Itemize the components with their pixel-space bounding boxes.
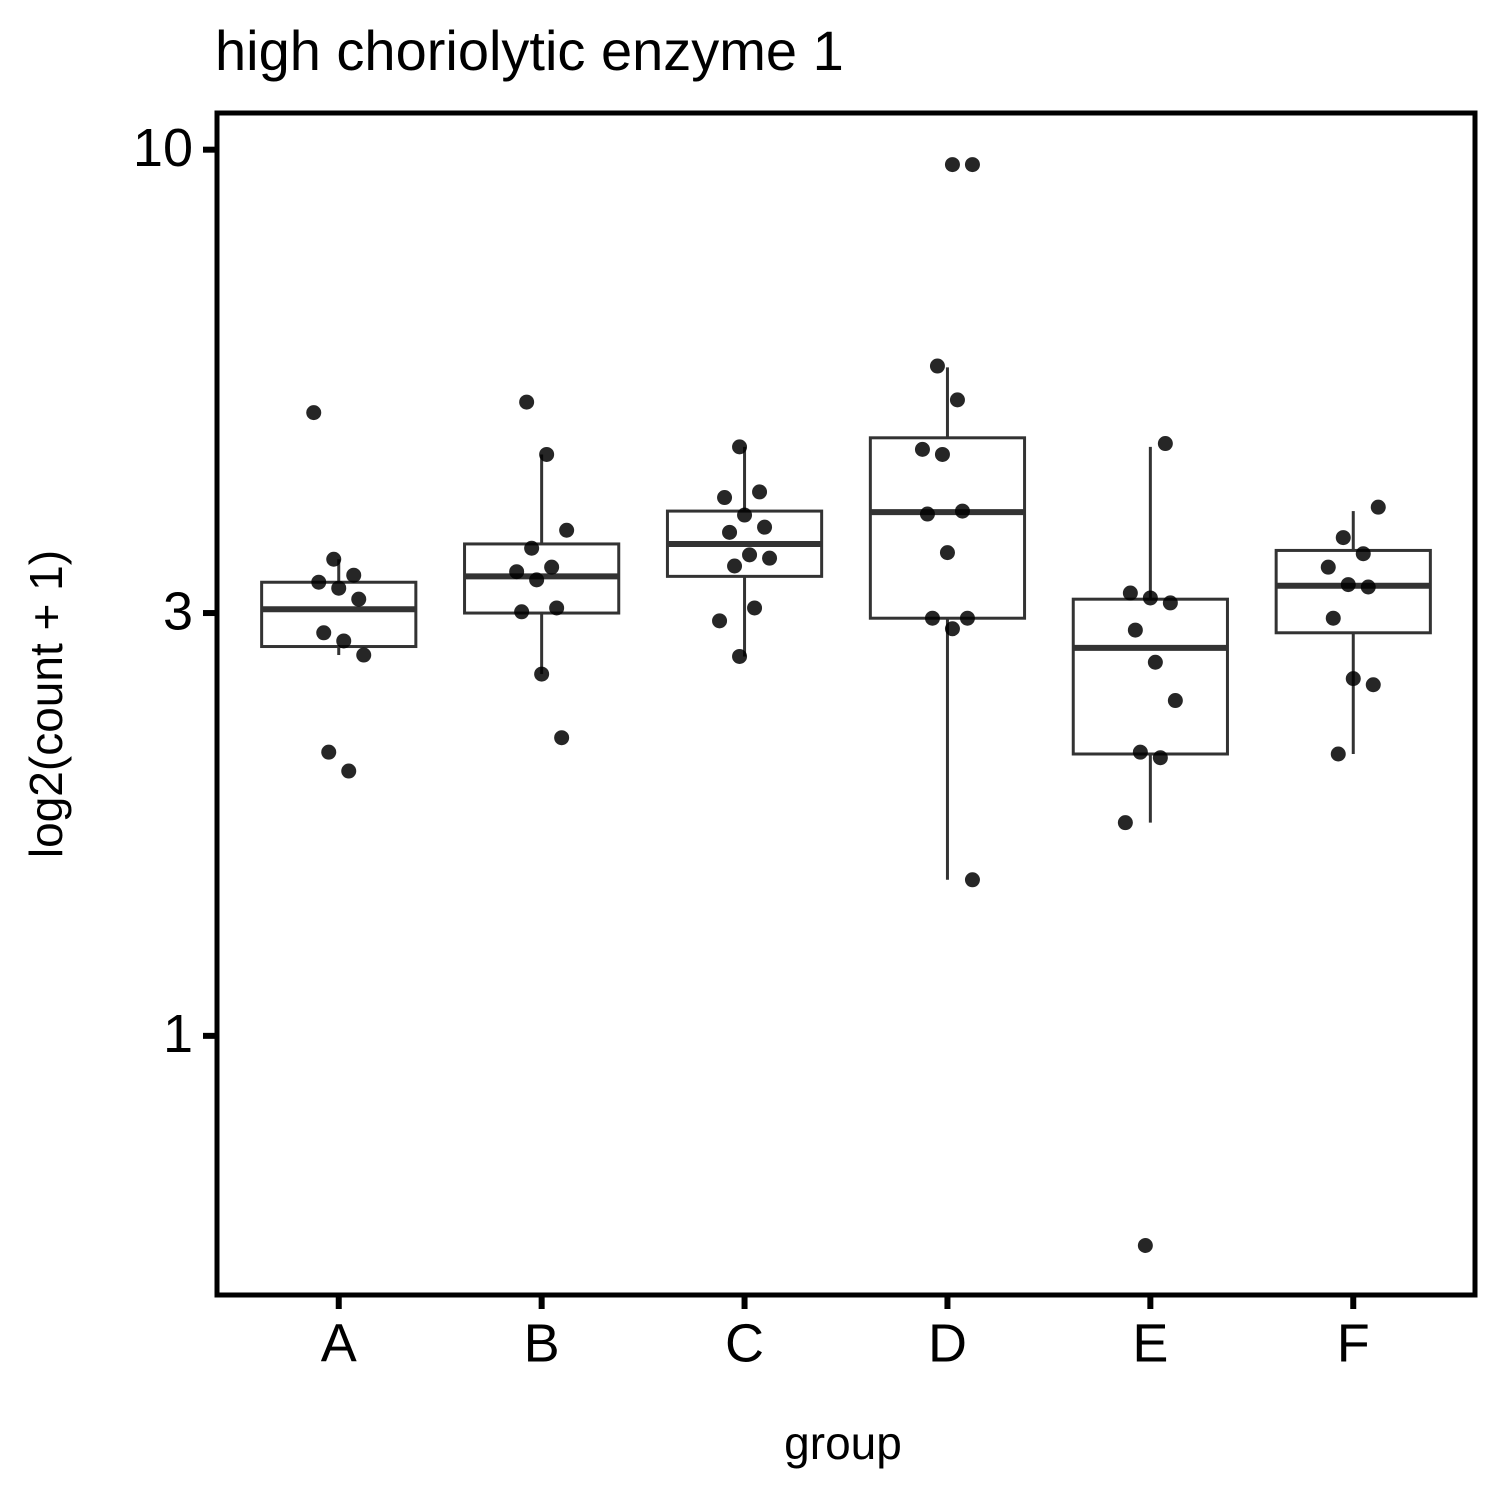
x-tick-label: F (1337, 1313, 1370, 1373)
point (1132, 744, 1148, 760)
point (717, 490, 733, 506)
point (519, 394, 535, 410)
point (1137, 1238, 1153, 1254)
point (534, 666, 550, 682)
y-tick-label: 10 (133, 118, 193, 178)
point (524, 540, 540, 556)
point (1320, 559, 1336, 575)
point (757, 519, 773, 535)
point (939, 545, 955, 561)
point (964, 872, 980, 888)
point (1340, 577, 1356, 593)
point (1167, 693, 1183, 709)
point (954, 503, 970, 519)
point (752, 484, 768, 500)
point (742, 547, 758, 563)
point (919, 506, 935, 522)
point (737, 507, 753, 523)
point (341, 763, 357, 779)
point (934, 446, 950, 462)
x-tick-label: B (524, 1313, 560, 1373)
x-tick-label: D (928, 1313, 967, 1373)
point (1157, 436, 1173, 452)
point (722, 524, 738, 540)
point (732, 439, 748, 455)
point (1370, 499, 1386, 515)
point (529, 572, 545, 588)
point (747, 600, 763, 616)
point (1127, 622, 1143, 638)
point (964, 157, 980, 173)
point (1152, 750, 1168, 766)
point (1117, 815, 1133, 831)
x-tick-label: C (725, 1313, 764, 1373)
point (1345, 671, 1361, 687)
plot-border (214, 110, 1478, 1298)
point (539, 446, 555, 462)
point (1335, 530, 1351, 546)
point (1142, 590, 1158, 606)
point (944, 621, 960, 637)
box (868, 436, 1027, 620)
point (762, 550, 778, 566)
point (1365, 677, 1381, 693)
point (1330, 746, 1346, 762)
y-axis-title: log2(count + 1) (20, 550, 72, 858)
chart-title: high choriolytic enzyme 1 (215, 19, 844, 82)
point (1355, 546, 1371, 562)
point (914, 441, 930, 457)
point (949, 392, 965, 408)
x-tick-label: A (321, 1313, 357, 1373)
point (944, 157, 960, 173)
x-tick-label: E (1132, 1313, 1168, 1373)
point (316, 625, 332, 641)
y-tick-label: 3 (163, 581, 193, 641)
point (924, 610, 940, 626)
point (1122, 585, 1138, 601)
point (509, 564, 525, 580)
point (351, 591, 367, 607)
point (514, 604, 530, 620)
point (727, 558, 743, 574)
point (336, 633, 352, 649)
point (712, 613, 728, 629)
point (732, 648, 748, 664)
point (331, 580, 347, 596)
point (554, 730, 570, 746)
point (1325, 610, 1341, 626)
point (1360, 579, 1376, 595)
point (1162, 595, 1178, 611)
point (346, 567, 362, 583)
point (311, 574, 327, 590)
point (544, 559, 560, 575)
point (959, 610, 975, 626)
point (929, 358, 945, 374)
point (559, 522, 575, 538)
point (321, 744, 337, 760)
box (1274, 548, 1432, 635)
point (1147, 654, 1163, 670)
point (306, 405, 322, 421)
point (326, 551, 342, 567)
point (549, 600, 565, 616)
point (356, 647, 372, 663)
x-axis-title: group (784, 1417, 902, 1469)
y-tick-label: 1 (163, 1004, 193, 1064)
